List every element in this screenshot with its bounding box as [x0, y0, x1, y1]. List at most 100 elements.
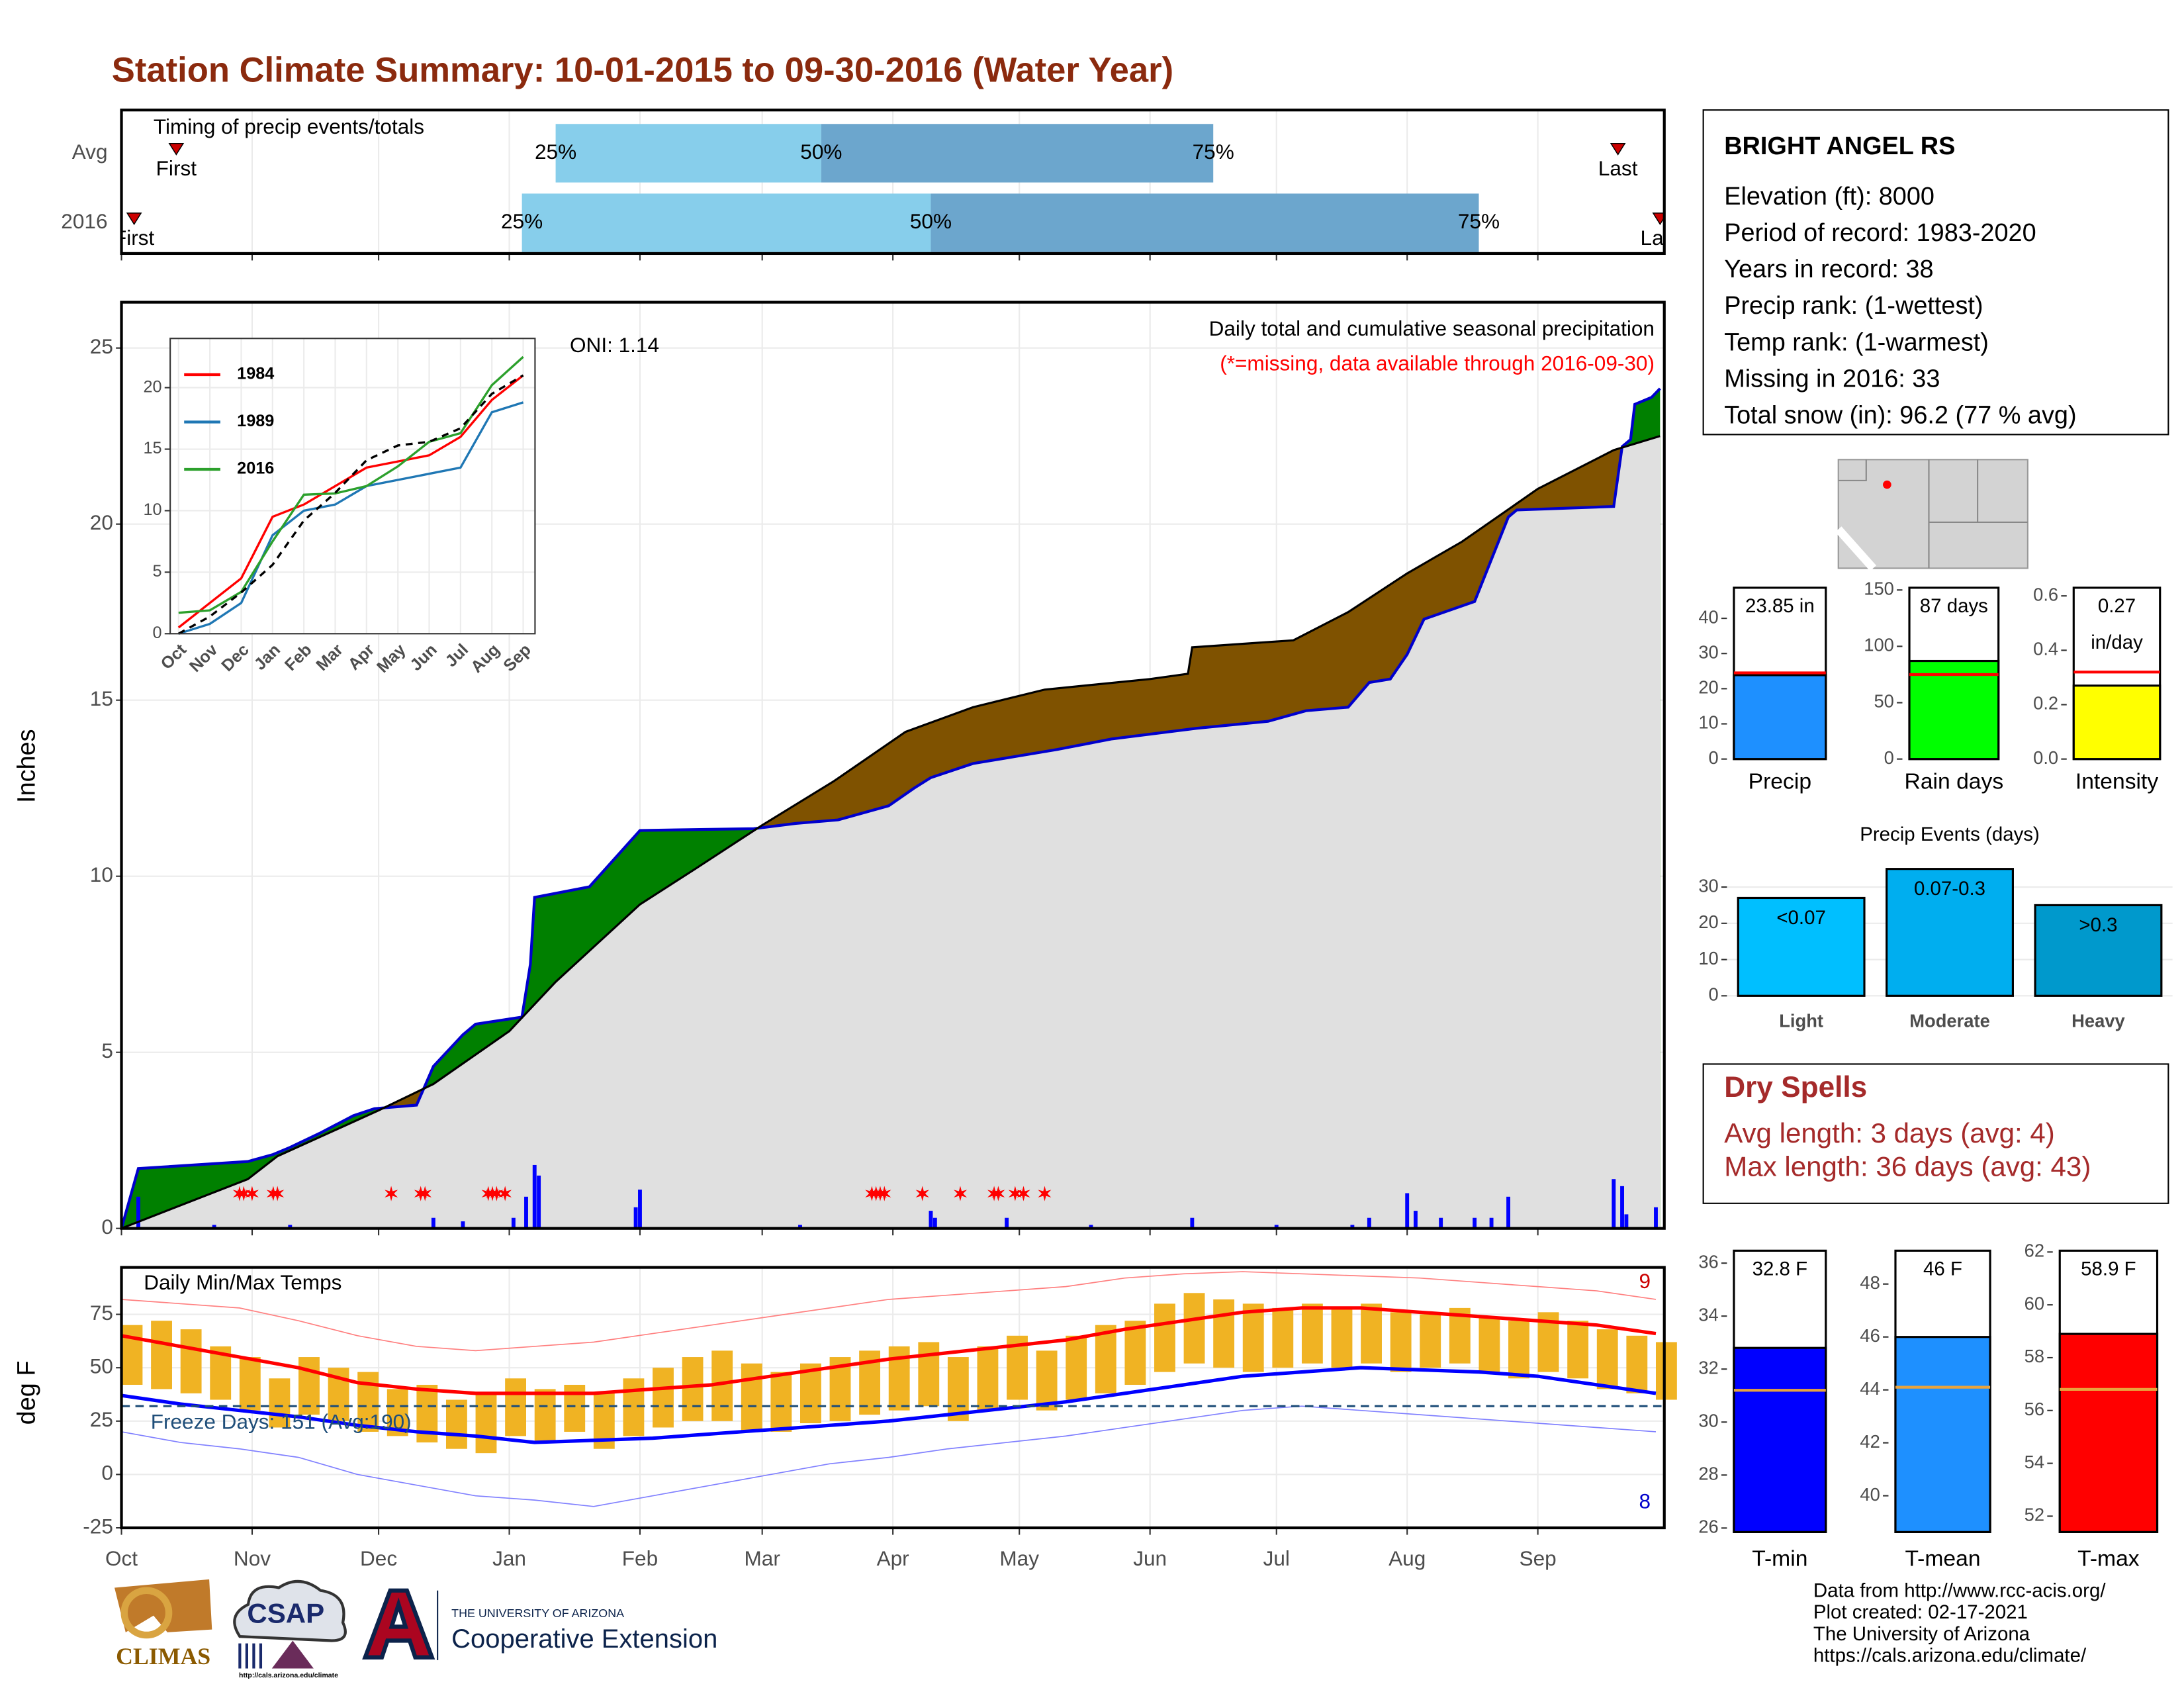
average-line	[121, 1366, 1657, 1444]
quartile-label: 75%	[1458, 209, 1500, 233]
y-tick-label: 0.6	[2033, 584, 2058, 604]
temp-range-bar	[1036, 1350, 1058, 1411]
precip-frame	[120, 301, 1666, 1230]
bin-label: 0.07-0.3	[1914, 878, 1985, 900]
missing-marker	[865, 1186, 879, 1201]
daily-bar	[1089, 1225, 1093, 1229]
bin-label: >0.3	[2079, 914, 2117, 936]
inset-line	[178, 355, 524, 614]
y-tick-label: 10	[90, 863, 113, 886]
temp-range-bar	[1390, 1312, 1412, 1372]
daily-bar	[461, 1221, 465, 1229]
x-tick-label: Aug	[1388, 1546, 1426, 1570]
category-label: Precip	[1749, 769, 1811, 794]
y-tick-label: 28	[1698, 1464, 1718, 1484]
legend-label: 1984	[237, 365, 274, 383]
y-tick-label: 36	[1698, 1251, 1718, 1272]
category-label: Light	[1779, 1011, 1823, 1031]
category-label: T-max	[2077, 1546, 2140, 1571]
y-tick-label: 40	[1860, 1484, 1880, 1505]
map-edge	[1835, 526, 1877, 571]
ua-top: THE UNIVERSITY OF ARIZONA	[451, 1607, 624, 1620]
inset-line	[177, 374, 524, 635]
x-tick-label: Feb	[622, 1546, 658, 1570]
daily-bar	[288, 1225, 293, 1229]
record-line	[121, 1271, 1657, 1352]
y-tick-label: 30	[1698, 875, 1718, 896]
daily-bar	[798, 1225, 802, 1229]
daily-bar	[933, 1217, 937, 1229]
y-tick-label: 100	[1864, 635, 1894, 655]
y-tick-label: 20	[90, 510, 113, 534]
missing-marker	[498, 1186, 512, 1201]
temp-range-bar	[1596, 1329, 1618, 1389]
timing-plot: Timing of precip events/totals 25% 50% 75% F…	[122, 115, 1664, 252]
station-info: Total snow (in): 96.2 (77 % avg)	[1724, 402, 2076, 430]
daily-bar	[1624, 1214, 1629, 1229]
temp-range-bar	[298, 1357, 320, 1415]
climas-text: CLIMAS	[116, 1643, 210, 1669]
station-dot	[1883, 480, 1891, 489]
x-tick-label: Jun	[1133, 1546, 1167, 1570]
temp-range-bar	[180, 1329, 202, 1393]
daily-bar	[1473, 1217, 1477, 1229]
daily-bar	[1654, 1207, 1658, 1229]
bar	[1733, 1346, 1827, 1533]
dry-spell-line: Max length: 36 days (avg: 43)	[1724, 1150, 2091, 1182]
bar	[2034, 904, 2163, 997]
temp-range-bar	[475, 1393, 497, 1454]
y-tick-label: -25	[83, 1514, 113, 1538]
temp-range-bar	[505, 1378, 526, 1436]
value-label: 58.9 F	[2081, 1258, 2136, 1280]
oni-label: ONI: 1.14	[570, 333, 659, 357]
y-tick-label: 50	[90, 1354, 113, 1378]
bar	[1908, 659, 2000, 761]
dry-spells-title: Dry Spells	[1724, 1071, 1867, 1103]
y-tick-label: 48	[1860, 1272, 1880, 1293]
y-tick-label: 25	[90, 1407, 113, 1431]
x-tick-label: Apr	[877, 1546, 909, 1570]
temp-range-bar	[1213, 1299, 1235, 1368]
cumulative-line	[120, 387, 1661, 1229]
bar	[1886, 868, 2014, 997]
event-label: First	[156, 156, 197, 180]
missing-marker	[414, 1186, 428, 1201]
climas-sun	[120, 1587, 173, 1639]
category-label: Moderate	[1909, 1011, 1990, 1031]
missing-marker	[232, 1186, 246, 1201]
y-tick-label: 0	[101, 1215, 113, 1239]
daily-bar	[633, 1207, 638, 1229]
temp-range-bar	[1154, 1303, 1175, 1372]
bar	[1737, 896, 1866, 997]
bar	[2058, 1333, 2159, 1533]
csap-url: http://cals.arizona.edu/climate	[239, 1671, 338, 1679]
daily-bar	[1506, 1196, 1511, 1229]
category-label: T-mean	[1905, 1546, 1980, 1571]
y-tick-label: 15	[90, 686, 113, 710]
missing-marker	[987, 1186, 1001, 1201]
inset-line	[177, 374, 524, 629]
high-count: 9	[1639, 1269, 1651, 1293]
event-marker	[168, 142, 185, 156]
station-info: Period of record: 1983-2020	[1724, 219, 2036, 247]
precip-title: Daily total and cumulative seasonal prec…	[1209, 316, 1655, 340]
temp-range-bar	[1479, 1316, 1500, 1372]
temp-range-bar	[770, 1372, 792, 1432]
y-tick-label: 44	[1860, 1378, 1880, 1399]
y-tick-label: 0.2	[2033, 693, 2058, 714]
footer-line: Plot created: 02-17-2021	[1813, 1601, 2028, 1623]
temp-range-bar	[1095, 1325, 1116, 1393]
legend-label: 2016	[237, 459, 274, 478]
y-tick-label: 150	[1864, 578, 1894, 598]
y-tick-label: 30	[1698, 641, 1718, 662]
footer-line: The University of Arizona	[1813, 1623, 2030, 1645]
y-tick-label: 25	[90, 334, 113, 358]
y-tick-label: 20	[1698, 677, 1718, 698]
y-tick-label: 0	[1884, 747, 1894, 768]
y-tick-label: 0	[1709, 984, 1719, 1005]
daily-bar	[1612, 1179, 1616, 1229]
y-tick-label: 40	[1698, 606, 1718, 627]
dry-spells-box	[1702, 1063, 2169, 1204]
y-tick-label: 0.4	[2033, 639, 2058, 659]
